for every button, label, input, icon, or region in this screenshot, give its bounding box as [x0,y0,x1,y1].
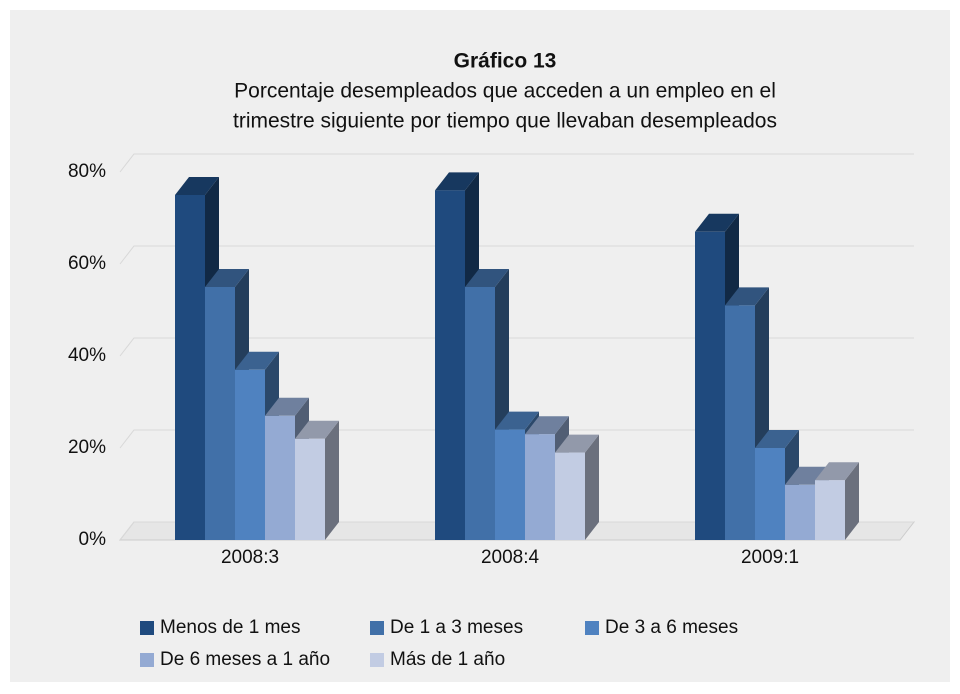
bar-top [815,462,859,481]
bar-front [555,452,585,540]
grid-line [119,153,914,173]
bar-front [175,195,205,540]
bar-top [725,287,769,306]
x-tick-label: 2008:3 [221,547,279,568]
grid-line [119,521,914,541]
bar-front [205,287,235,540]
x-tick-label: 2008:4 [481,547,540,568]
legend-swatch [370,653,384,667]
bar [815,462,859,540]
y-tick-label: 40% [68,345,106,366]
bar-top [435,172,479,191]
chart-subtitle: trimestre siguiente por tiempo que lleva… [233,110,777,133]
bar-top [265,397,309,416]
bar-front [525,434,555,540]
bar [725,287,769,540]
bar-top [235,351,279,370]
bar-front [295,438,325,540]
bar-top [205,269,249,287]
bar-front [435,190,465,540]
bar-front [755,448,785,540]
y-tick-label: 20% [68,437,106,458]
bar-side [845,462,859,540]
grid-line [119,245,914,265]
bar-side [585,434,599,540]
y-tick-label: 80% [68,161,106,182]
bar-front [495,429,525,540]
bar-top [695,213,739,232]
grid-line [119,429,914,449]
legend-swatch [140,653,154,667]
legend-label: De 1 a 3 meses [390,617,523,638]
bar-front [725,305,755,540]
y-tick-label: 0% [79,529,107,550]
bar [555,434,599,540]
bar-front [815,480,845,540]
bar-front [265,415,295,540]
x-tick-label: 2009:1 [741,547,799,568]
bar-top [175,177,219,195]
legend-label: De 6 meses a 1 año [160,649,330,670]
bar-front [785,484,815,540]
bar-front [695,231,725,541]
legend-swatch [140,621,154,635]
legend-swatch [370,621,384,635]
y-tick-label: 60% [68,253,106,274]
legend-label: De 3 a 6 meses [605,617,738,638]
bar-side [325,420,339,540]
bar [295,420,339,540]
grid-line [119,337,914,357]
legend-label: Menos de 1 mes [160,617,300,638]
legend-swatch [585,621,599,635]
bar-top [465,269,509,287]
bar-top [755,430,799,448]
bar-front [235,369,265,540]
chart-title: Gráfico 13 [454,50,557,73]
bar-top [495,411,539,430]
bar-top [295,420,339,439]
legend-label: Más de 1 año [390,649,505,670]
bar-top [555,434,599,453]
bar-front [465,287,495,540]
chart-subtitle: Porcentaje desempleados que acceden a un… [234,80,776,103]
bar-top [525,416,569,435]
